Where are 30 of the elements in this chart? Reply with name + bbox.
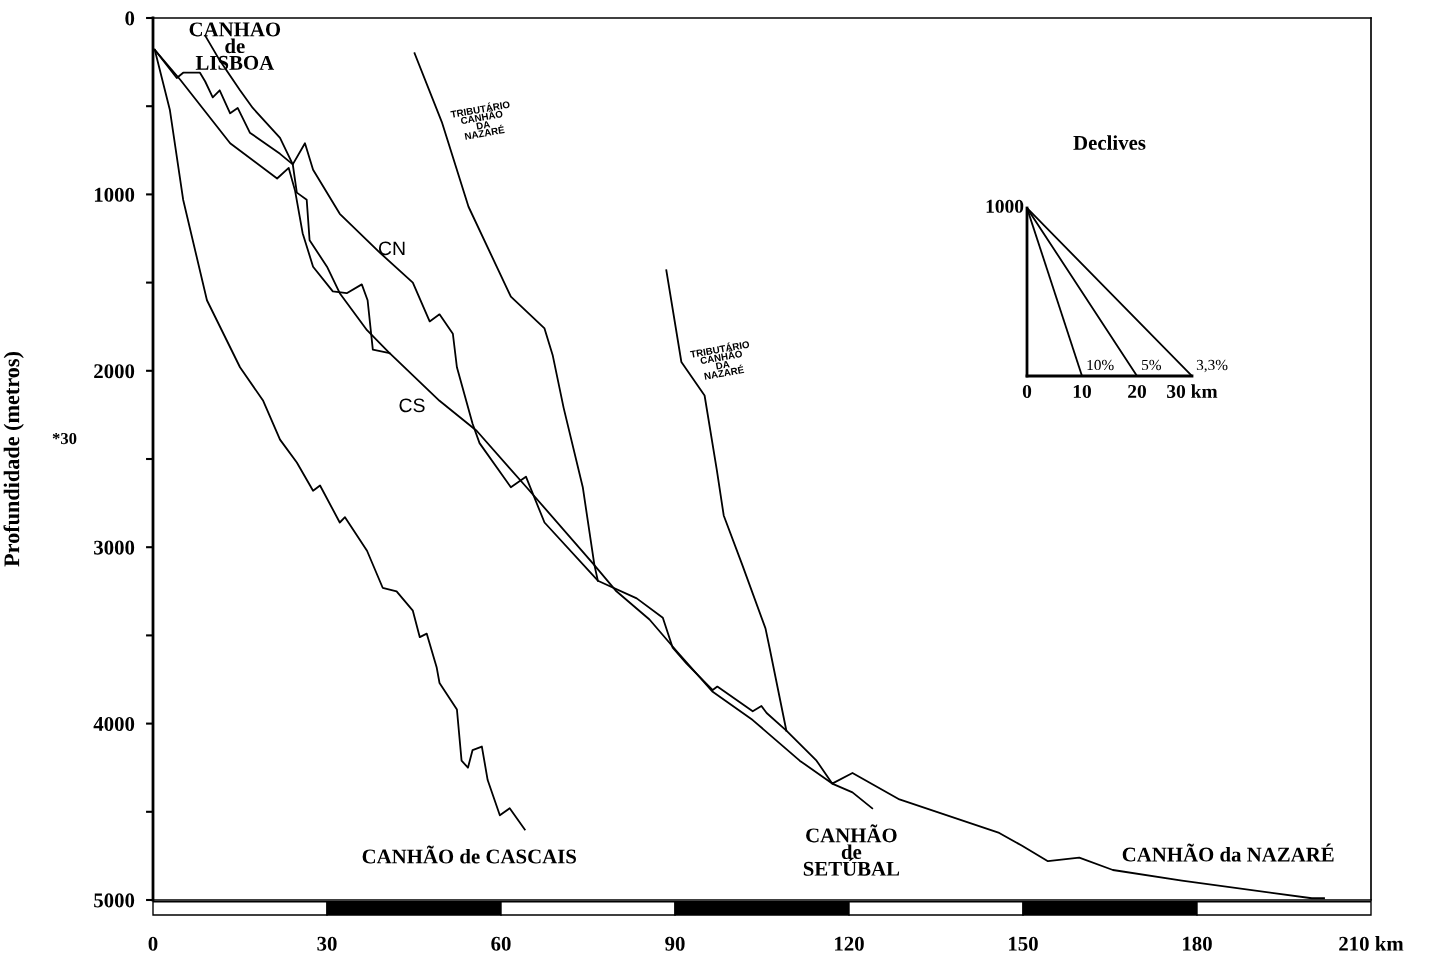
x-tick-label: 30 km <box>1167 384 1218 399</box>
x-tick-label: 0 <box>1022 384 1032 399</box>
series-label: CANHÃO da NAZARÉ <box>1122 843 1334 862</box>
annotation: 5% <box>1142 359 1162 371</box>
annotation: 1000 <box>986 199 1024 213</box>
annotation: CN <box>378 241 405 256</box>
annotation: CS <box>399 398 425 413</box>
y-tick-label: 1000 <box>94 187 135 202</box>
y-axis-title: Profundidade (metros) <box>3 352 24 567</box>
y-tick-label: 4000 <box>93 716 135 732</box>
y-tick-label: 0 <box>125 11 135 26</box>
y-tick-label: 2000 <box>94 364 135 379</box>
x-tick-label: 150 <box>1009 936 1038 951</box>
annotation: 10% <box>1087 359 1114 371</box>
y-tick-label: 3000 <box>94 540 135 555</box>
x-tick-label: 30 <box>317 936 337 951</box>
text: *30 <box>52 432 77 445</box>
x-tick-label: 0 <box>148 936 158 951</box>
x-tick-label: 20 <box>1128 384 1146 399</box>
series-label: CANHÃO de SETÚBAL <box>803 824 900 876</box>
x-tick-label: 90 <box>665 936 685 951</box>
annotation: 3,3% <box>1196 359 1228 373</box>
text: CANHÃO de CASCAIS <box>362 845 576 864</box>
chart-title: Declives <box>1073 135 1146 150</box>
x-tick-label: 180 <box>1183 936 1212 951</box>
y-tick-label: 5000 <box>94 893 135 908</box>
x-tick-label: 60 <box>491 936 511 951</box>
x-tick-label: 120 <box>835 936 864 951</box>
x-tick-label: 210 km <box>1339 936 1404 951</box>
x-tick-label: 10 <box>1073 384 1091 399</box>
